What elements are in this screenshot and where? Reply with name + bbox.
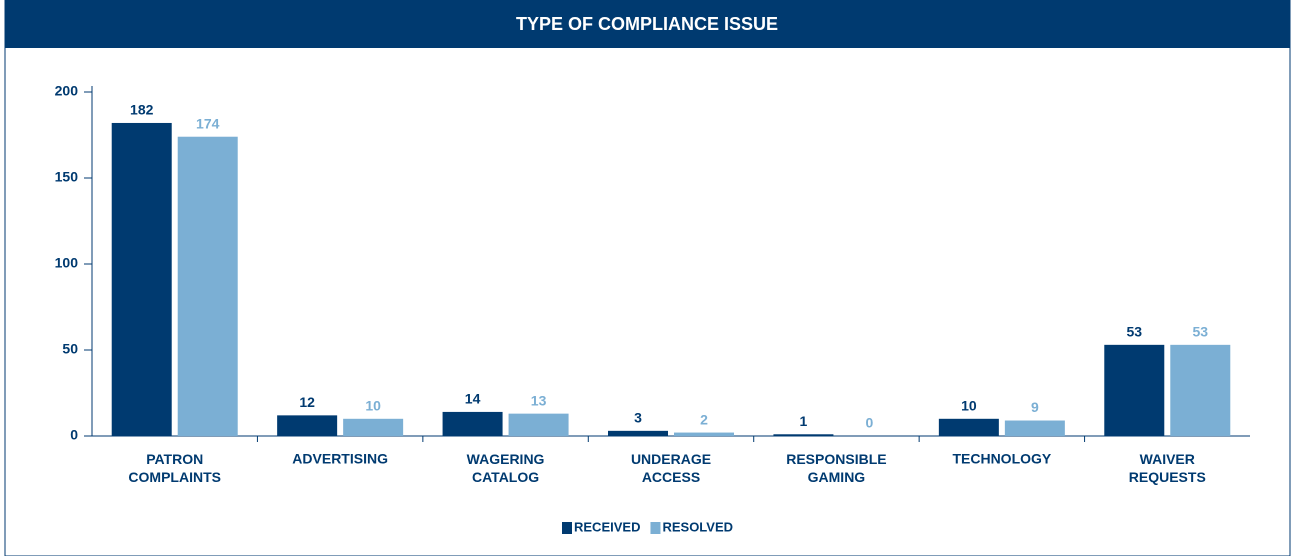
bar — [773, 434, 834, 436]
value-label: 9 — [1031, 399, 1039, 415]
header-bar — [5, 0, 1290, 48]
y-tick-label: 200 — [55, 83, 79, 99]
x-tick-label: UNDERAGE ACCESS — [631, 451, 711, 485]
value-label: 2 — [700, 411, 708, 427]
value-label: 1 — [800, 413, 808, 429]
bar — [343, 418, 404, 436]
value-label: 13 — [531, 392, 547, 408]
label-line: WAIVER — [1140, 451, 1195, 467]
x-tick-label: TECHNOLOGY — [952, 451, 1051, 467]
value-label: 10 — [365, 398, 381, 414]
bar — [1104, 344, 1165, 436]
label-line: CATALOG — [472, 469, 539, 485]
label-line: GAMING — [808, 469, 866, 485]
x-tick-label: WAIVER REQUESTS — [1129, 451, 1206, 485]
x-tick-label: RESPONSIBLE GAMING — [786, 451, 886, 485]
value-label: 14 — [465, 391, 481, 407]
bar — [1170, 344, 1231, 436]
y-tick-label: 0 — [70, 427, 78, 443]
label-line: ACCESS — [642, 469, 700, 485]
bar — [608, 430, 668, 436]
x-tick-label: WAGERING CATALOG — [467, 451, 545, 485]
legend-swatch — [650, 522, 661, 534]
y-tick-label: 100 — [55, 255, 79, 271]
value-label: 0 — [866, 415, 874, 431]
label-line: COMPLAINTS — [128, 469, 221, 485]
frame — [4, 0, 1291, 556]
value-label: 12 — [299, 394, 315, 410]
bar — [508, 413, 569, 436]
chart-title: TYPE OF COMPLIANCE ISSUE — [516, 14, 778, 34]
value-label: 3 — [634, 410, 642, 426]
bar — [1004, 420, 1065, 436]
y-tick-label: 150 — [55, 169, 79, 185]
label-line: WAGERING — [467, 451, 545, 467]
value-label: 182 — [130, 102, 154, 118]
value-label: 174 — [196, 115, 220, 131]
legend-label: RECEIVED — [574, 519, 640, 534]
x-tick-label: PATRON COMPLAINTS — [128, 451, 221, 485]
value-label: 53 — [1126, 324, 1142, 340]
bar — [177, 136, 238, 436]
legend-swatch — [562, 522, 572, 534]
value-label: 10 — [961, 398, 977, 414]
label-line: RESPONSIBLE — [786, 451, 886, 467]
bar — [277, 415, 338, 436]
legend-label: RESOLVED — [662, 519, 733, 534]
label-line: UNDERAGE — [631, 451, 711, 467]
label-line: PATRON — [146, 451, 203, 467]
bar — [442, 411, 503, 436]
x-tick-label: ADVERTISING — [292, 451, 388, 467]
bar — [938, 418, 999, 436]
bar — [111, 122, 172, 437]
y-tick-label: 50 — [62, 341, 78, 357]
value-label: 53 — [1192, 324, 1208, 340]
bar — [674, 432, 734, 436]
label-line: REQUESTS — [1129, 469, 1206, 485]
